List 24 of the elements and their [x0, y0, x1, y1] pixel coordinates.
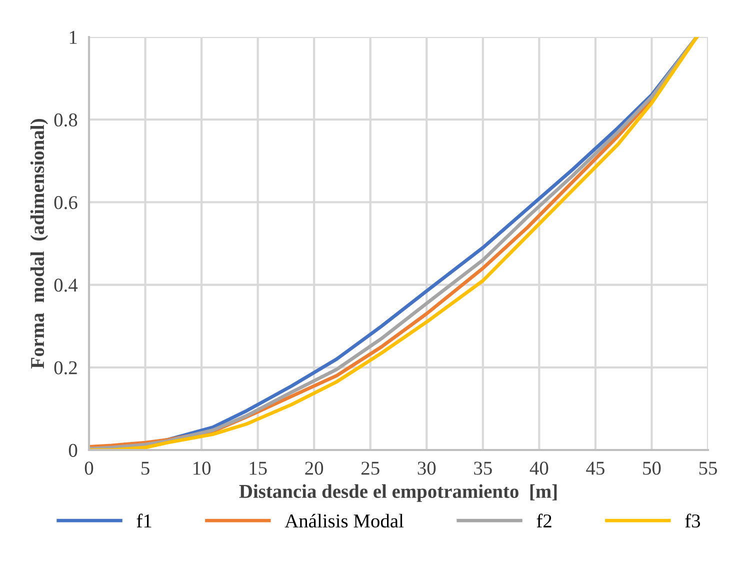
y-axis-title: Forma modal (adimensional)	[30, 119, 48, 368]
x-tick-label: 0	[84, 462, 94, 475]
x-tick-label: 25	[361, 462, 380, 475]
x-tick-label: 55	[699, 462, 717, 475]
x-tick-label: 30	[418, 462, 436, 475]
y-tick-label: 0.6	[54, 196, 78, 210]
x-tick-label: 45	[586, 462, 604, 475]
x-tick-label: 20	[305, 462, 324, 475]
x-tick-label: 10	[194, 462, 211, 475]
x-tick-label: 50	[643, 462, 661, 475]
legend-label: f1	[136, 514, 152, 528]
y-tick-label: 0.4	[54, 278, 78, 292]
legend-label: f2	[536, 514, 552, 528]
x-tick-label: 15	[250, 462, 267, 475]
legend-label: f3	[685, 514, 700, 528]
y-tick-label: 0	[68, 444, 78, 457]
y-tick-label: 1	[70, 30, 77, 44]
x-tick-label: 40	[530, 462, 548, 475]
legend-label: Análisis Modal	[284, 514, 404, 528]
y-tick-label: 0.2	[54, 361, 77, 374]
x-axis-title: Distancia desde el empotramiento [m]	[239, 484, 557, 502]
y-tick-label: 0.8	[54, 113, 78, 127]
x-tick-label: 35	[474, 462, 492, 475]
x-tick-label: 5	[142, 462, 150, 475]
